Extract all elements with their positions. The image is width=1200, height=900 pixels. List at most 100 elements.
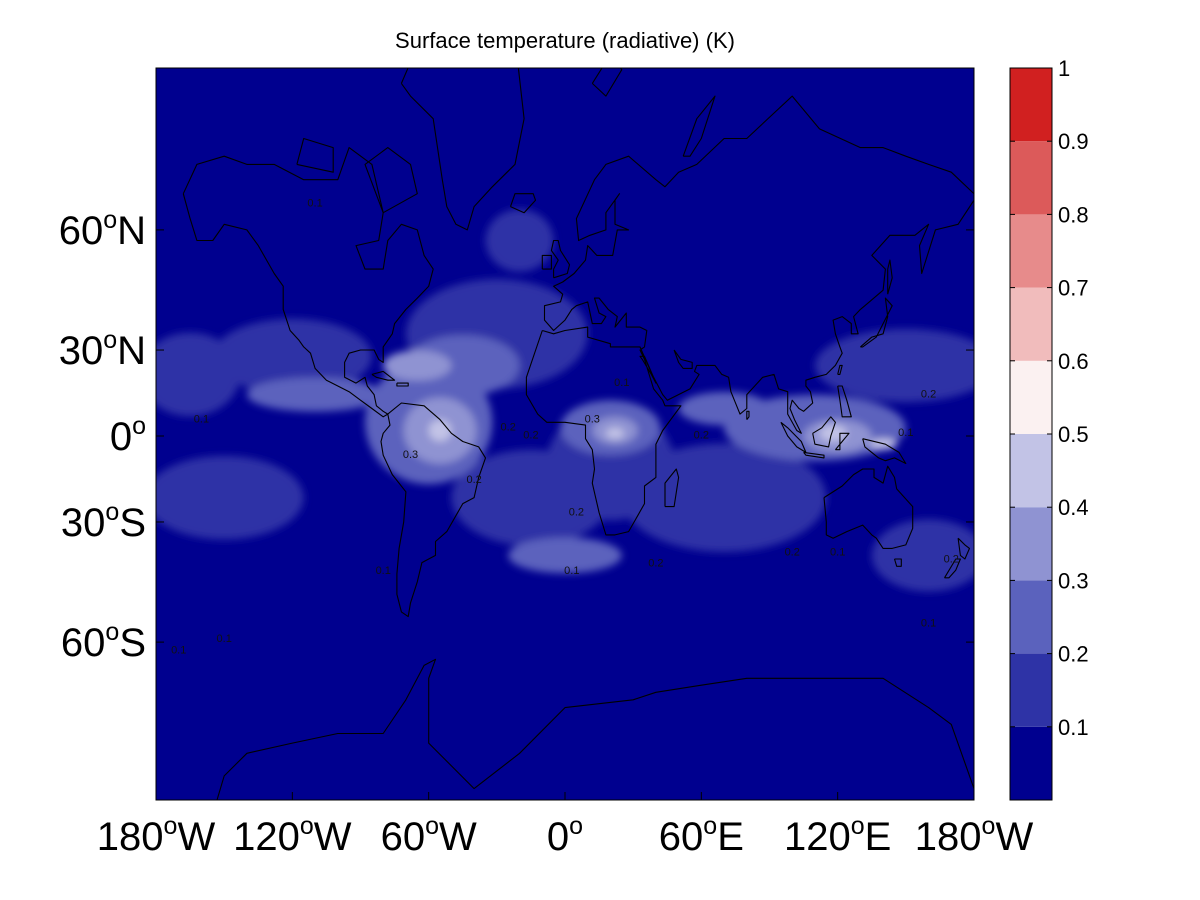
contour-label: 0.2 — [921, 388, 936, 400]
contour-region — [383, 350, 452, 381]
x-tick-label: 60oE — [659, 812, 744, 859]
coastline-arabia-persian-gulf — [673, 349, 693, 369]
contour-label: 0.3 — [403, 449, 418, 461]
contour-label: 0.1 — [194, 413, 209, 425]
map-area: 0.1 0.3 0.2 0.2 0.2 0.3 0.1 0.2 0.2 0.1 0.1 0.2 0.2 0… — [156, 68, 974, 800]
x-tick-label: 180oW — [915, 812, 1034, 859]
colorbar-tick-label: 0.9 — [1058, 129, 1089, 154]
contour-label: 0.1 — [830, 546, 845, 558]
contour-label: 0.1 — [217, 633, 232, 645]
colorbar-tick-label: 0.8 — [1058, 202, 1089, 227]
contour-label: 0.1 — [307, 198, 322, 210]
contour-region — [246, 377, 384, 412]
colorbar-band — [1010, 653, 1052, 727]
x-tick-label: 180oW — [97, 812, 216, 859]
y-tick-label: 30oN — [59, 326, 146, 373]
coastline-borneo — [812, 416, 836, 448]
coastline-java — [803, 451, 825, 459]
contour-label: 0.1 — [564, 565, 579, 577]
contour-region — [212, 318, 372, 394]
colorbar-tick-label: 0.4 — [1058, 495, 1089, 520]
x-tick-label: 120oE — [784, 812, 891, 859]
contour-label: 0.2 — [466, 474, 481, 486]
colorbar-tick-label: 1 — [1058, 56, 1070, 81]
contour-label: 0.1 — [614, 377, 629, 389]
coastline-new-zealand-north — [957, 537, 971, 560]
coastline-great-britain — [550, 239, 571, 279]
colorbar: 0.1 0.2 0.3 0.4 0.5 0.6 0.7 0.8 0.9 1 — [1009, 56, 1089, 801]
coastline-tasmania — [893, 558, 902, 567]
x-tick-label: 0o — [547, 812, 583, 859]
colorbar-tick-label: 0.5 — [1058, 422, 1089, 447]
colorbar-band — [1010, 360, 1052, 434]
contour-region — [814, 328, 974, 402]
contour-label: 0.2 — [523, 430, 538, 442]
colorbar-tick-label: 0.7 — [1058, 276, 1089, 301]
contour-label-layer: 0.1 0.3 0.2 0.2 0.2 0.3 0.1 0.2 0.2 0.1 0.1 0.2 0.2 0… — [171, 198, 959, 657]
contour-label: 0.2 — [569, 507, 584, 519]
colorbar-bands — [1010, 68, 1052, 800]
coastline-madagascar — [664, 468, 680, 508]
coastline-novaya-zemlya — [682, 95, 716, 157]
colorbar-band — [1010, 214, 1052, 288]
axis-ticks — [155, 229, 975, 800]
colorbar-tick-label: 0.1 — [1058, 715, 1089, 740]
colorbar-band — [1010, 580, 1052, 654]
coastline-south-america — [380, 402, 487, 618]
contour-region — [605, 427, 625, 439]
colorbar-band — [1010, 141, 1052, 215]
y-tick-label: 60oS — [61, 618, 146, 665]
y-tick-label: 30oS — [61, 498, 146, 545]
colorbar-band — [1010, 726, 1052, 800]
coastline-ireland — [541, 254, 552, 270]
colorbar-band — [1010, 507, 1052, 581]
coastline-sulawesi — [834, 432, 850, 451]
colorbar-labels: 0.1 0.2 0.3 0.4 0.5 0.6 0.7 0.8 0.9 1 — [1010, 56, 1089, 740]
coastline-layer — [182, 68, 974, 800]
coastline-taiwan — [837, 364, 843, 375]
contour-label: 0.1 — [376, 565, 391, 577]
contour-label: 0.2 — [501, 422, 516, 434]
colorbar-band — [1010, 68, 1052, 142]
coastline-philippines — [837, 385, 852, 418]
contour-label: 0.2 — [785, 546, 800, 558]
x-tick-labels: 180oW 120oW 60oW 0o 60oE 120oE 180oW — [97, 812, 1034, 859]
contour-label: 0.2 — [648, 557, 663, 569]
colorbar-tick-label: 0.6 — [1058, 349, 1089, 374]
coastline-hispaniola — [396, 382, 409, 387]
contour-label: 0.2 — [944, 554, 959, 566]
coastline-japan — [860, 297, 893, 348]
colorbar-band — [1010, 287, 1052, 361]
contour-fill-layer — [156, 209, 974, 592]
contour-region — [405, 335, 520, 396]
coastline-svalbard — [591, 68, 623, 97]
contour-label: 0.1 — [898, 427, 913, 439]
coastline-afro-eurasia — [525, 95, 974, 536]
x-tick-label: 60oW — [381, 812, 477, 859]
coastline-australia — [823, 465, 914, 549]
contour-region — [508, 537, 622, 574]
colorbar-tick-label: 0.3 — [1058, 568, 1089, 593]
y-tick-label: 0o — [110, 412, 146, 459]
coastline-greenland — [400, 68, 525, 231]
coastline-sakhalin — [887, 259, 893, 295]
coastline-new-zealand — [944, 558, 961, 579]
contour-region — [156, 455, 304, 540]
colorbar-tick-label: 0.2 — [1058, 642, 1089, 667]
contour-label: 0.3 — [585, 413, 600, 425]
coastline-baffin — [364, 147, 418, 214]
contour-label: 0.1 — [171, 644, 186, 656]
contour-region — [678, 391, 770, 426]
colorbar-band — [1010, 434, 1052, 508]
coastline-sri-lanka — [746, 410, 750, 420]
y-tick-label: 60oN — [59, 206, 146, 253]
coastline-cuba — [371, 370, 396, 381]
contour-label: 0.1 — [921, 617, 936, 629]
coastline-new-guinea — [862, 438, 907, 465]
x-tick-label: 120oW — [233, 812, 352, 859]
contour-region — [871, 519, 974, 592]
coastline-antarctica — [216, 658, 974, 800]
contour-region — [485, 209, 554, 272]
coastline-iceland — [509, 193, 537, 214]
